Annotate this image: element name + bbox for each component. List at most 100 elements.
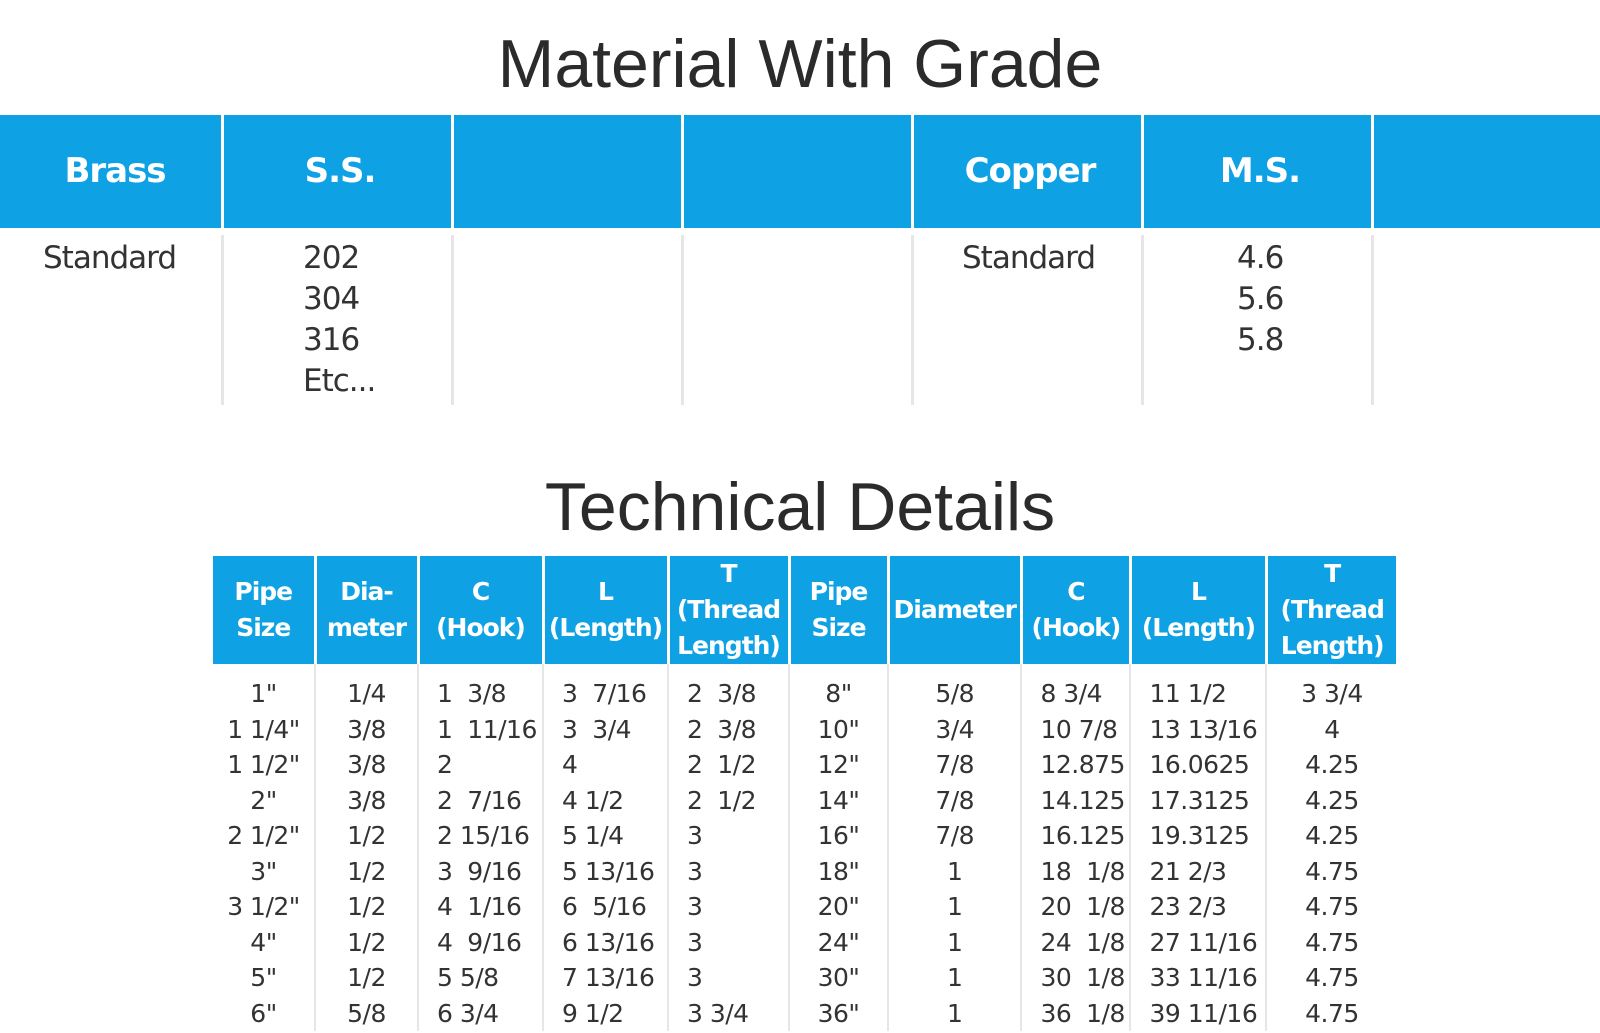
table-cell: 3/4 — [888, 711, 1023, 747]
technical-column-header: Dia-meter — [315, 556, 420, 664]
table-row: 2" 3/8 2 7/16 4 1/2 2 1/2 14" 7/8 14.125 17.3125… — [213, 782, 1396, 818]
header-line: C — [471, 577, 490, 606]
table-cell: 5 13/16 — [543, 853, 669, 889]
header-line: Length) — [1280, 631, 1385, 660]
material-title: Material With Grade — [497, 26, 1103, 102]
header-line: Length) — [677, 631, 781, 660]
table-cell: 3 — [668, 924, 790, 960]
table-cell: 1 3/8 — [418, 664, 544, 712]
material-column-header: S.S. — [304, 151, 377, 191]
table-cell: 16.125 — [1021, 818, 1132, 854]
table-cell: 12.875 — [1021, 747, 1132, 783]
table-cell: 4" — [213, 924, 316, 960]
technical-details-table: Pipe Size Dia-meter C (Hook) L (Length) T (Thre… — [213, 556, 1397, 1031]
table-cell: 3/8 — [315, 782, 419, 818]
material-grade-value: 5.8 — [1237, 322, 1284, 358]
column-divider — [1141, 235, 1144, 405]
table-cell: 2 7/16 — [418, 782, 544, 818]
header-line: Dia- — [340, 577, 394, 606]
table-cell: 4.75 — [1305, 892, 1359, 921]
table-cell: 7/8 — [888, 747, 1023, 783]
table-cell: 24 1/8 — [1021, 924, 1132, 960]
header-line: (Hook) — [1031, 613, 1122, 642]
technical-title: Technical Details — [544, 469, 1056, 545]
header-line: Size — [811, 613, 866, 642]
material-column-header: M.S. — [1219, 151, 1301, 191]
table-cell: 30 1/8 — [1021, 960, 1132, 996]
column-divider — [681, 235, 684, 405]
table-row: 1 1/4" 3/8 1 11/16 3 3/4 2 3/8 10" 3/4 10 7/8 13… — [213, 711, 1396, 747]
table-cell: 36 1/8 — [1021, 995, 1132, 1031]
technical-column-header: L (Length) — [1130, 556, 1268, 664]
technical-column-header: L (Length) — [543, 556, 670, 664]
table-cell: 21 2/3 — [1130, 853, 1268, 889]
table-cell: 6" — [213, 995, 316, 1031]
table-cell: 13 13/16 — [1130, 711, 1268, 747]
table-cell: 3 9/16 — [418, 853, 544, 889]
header-line: L — [1190, 577, 1207, 606]
column-divider — [911, 235, 914, 405]
table-cell: 4.75 — [1305, 963, 1359, 992]
technical-column-header: T (Thread Length) — [668, 556, 791, 664]
table-cell: 7 13/16 — [543, 960, 669, 996]
material-column-header — [455, 115, 685, 228]
table-cell: 5 1/4 — [543, 818, 669, 854]
table-cell: 3 3/4 — [668, 995, 790, 1031]
table-cell: 6 3/4 — [418, 995, 544, 1031]
table-cell: 33 11/16 — [1130, 960, 1268, 996]
table-cell: 4.25 — [1305, 750, 1359, 779]
material-grade-table: Brass Standard S.S. 202 304 316 Etc... Copper St… — [0, 115, 1600, 405]
table-cell: 30" — [789, 960, 889, 996]
table-cell: 16" — [789, 818, 889, 854]
table-cell: 4 1/16 — [418, 889, 544, 925]
table-cell: 1 1/2" — [213, 747, 316, 783]
table-cell: 8" — [789, 664, 889, 712]
table-cell: 3 — [668, 960, 790, 996]
table-row: 4" 1/2 4 9/16 6 13/16 3 24" 1 24 1/8 27 11/16 4.7… — [213, 924, 1396, 960]
table-cell: 14.125 — [1021, 782, 1132, 818]
material-column-header: Brass — [64, 151, 166, 191]
table-cell: 3 — [668, 889, 790, 925]
header-line: Diameter — [893, 595, 1017, 624]
table-cell: 2 15/16 — [418, 818, 544, 854]
table-cell: 3 1/2" — [213, 889, 316, 925]
table-cell: 6 13/16 — [543, 924, 669, 960]
table-cell: 39 11/16 — [1130, 995, 1268, 1031]
table-cell: 1/2 — [315, 960, 419, 996]
material-column: Copper Standard — [915, 115, 1145, 405]
material-column-values: 202 304 316 Etc... — [225, 228, 455, 402]
table-cell: 2" — [213, 782, 316, 818]
table-cell: 1 — [888, 960, 1023, 996]
table-cell: 4 — [1324, 714, 1340, 744]
material-column-values — [455, 228, 685, 238]
table-cell: 23 2/3 — [1130, 889, 1268, 925]
material-grade-value: Standard — [43, 240, 177, 276]
table-cell: 2 1/2 — [668, 747, 790, 783]
table-row: 5" 1/2 5 5/8 7 13/16 3 30" 1 30 1/8 33 11/16 4.75 — [213, 960, 1396, 996]
table-cell: 4.25 — [1305, 821, 1359, 850]
table-cell: 3 3/4 — [543, 711, 669, 747]
technical-column-header: C (Hook) — [1021, 556, 1132, 664]
table-cell: 1" — [213, 664, 316, 712]
table-cell: 3/8 — [315, 711, 419, 747]
column-divider — [221, 235, 224, 405]
table-row: 1" 1/4 1 3/8 3 7/16 2 3/8 8" 5/8 8 3/4 11 1/2 3 3… — [213, 664, 1396, 712]
table-cell: 2 3/8 — [668, 711, 790, 747]
table-cell: 1/4 — [315, 664, 419, 712]
table-cell: 5/8 — [315, 995, 419, 1031]
table-cell: 7/8 — [888, 782, 1023, 818]
table-cell: 3 7/16 — [543, 664, 669, 712]
material-column-header — [1375, 115, 1600, 228]
header-line: C — [1067, 577, 1085, 606]
technical-header-row: Pipe Size Dia-meter C (Hook) L (Length) T (Thre… — [213, 556, 1397, 664]
table-cell: 17.3125 — [1130, 782, 1268, 818]
material-column — [1375, 115, 1600, 405]
table-cell: 20" — [789, 889, 889, 925]
table-row: 6" 5/8 6 3/4 9 1/2 3 3/4 36" 1 36 1/8 39 11/16 4.… — [213, 995, 1396, 1031]
material-column-values — [1375, 228, 1600, 238]
table-cell: 2 — [418, 747, 544, 783]
header-line: (Hook) — [436, 613, 526, 642]
material-column-values — [685, 228, 915, 238]
table-cell: 1/2 — [315, 889, 419, 925]
table-cell: 1 — [888, 995, 1023, 1031]
